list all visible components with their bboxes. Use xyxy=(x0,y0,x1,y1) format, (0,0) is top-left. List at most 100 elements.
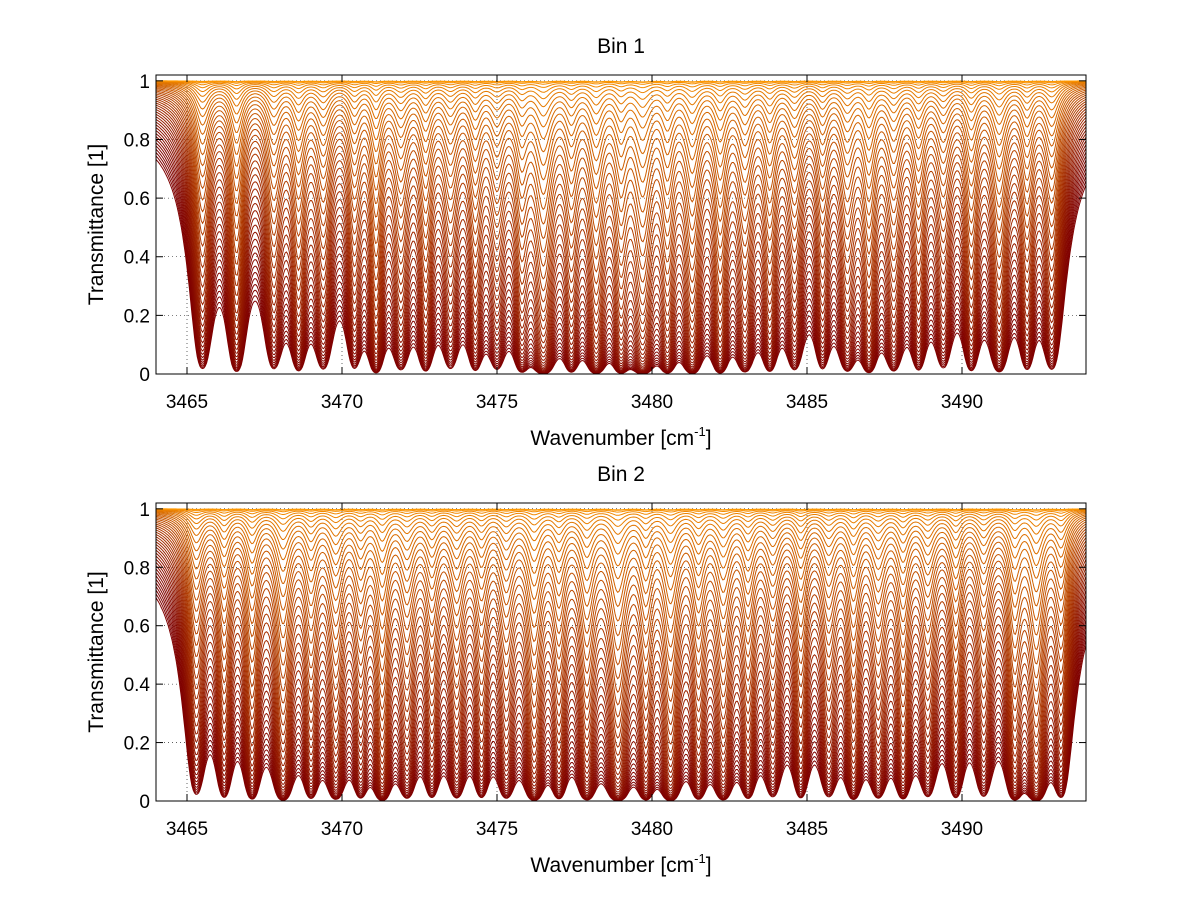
spectrum-line xyxy=(156,82,1087,118)
spectrum-line xyxy=(156,80,1086,83)
spectrum-line xyxy=(156,82,1087,129)
x-tick-label: 3490 xyxy=(941,392,983,413)
y-tick-label: 1 xyxy=(139,72,150,93)
spectrum-line xyxy=(155,579,1087,800)
x-axis-label-end: ] xyxy=(706,427,712,450)
spectrum-line xyxy=(155,95,1087,283)
y-tick-label: 0.4 xyxy=(124,675,151,696)
spectrum-line xyxy=(155,525,1087,706)
spectrum-line xyxy=(155,544,1087,776)
y-tick-label: 0.6 xyxy=(124,617,150,638)
spectrum-line xyxy=(155,118,1087,363)
spectrum-line xyxy=(155,136,1087,372)
y-tick-label: 0.6 xyxy=(124,189,150,210)
spectrum-line xyxy=(155,552,1087,788)
x-tick-label: 3465 xyxy=(166,392,208,413)
spectrum-line xyxy=(155,517,1087,637)
spectrum-line xyxy=(155,513,1087,593)
y-tick-label: 0.2 xyxy=(124,734,150,755)
spectrum-line xyxy=(155,109,1087,346)
x-axis-label-superscript: -1 xyxy=(694,424,706,439)
y-tick-label: 0.8 xyxy=(124,130,150,151)
x-tick-label: 3470 xyxy=(321,392,363,413)
y-axis-label: Transmittance [1] xyxy=(85,571,108,732)
spectrum-line xyxy=(155,511,1087,555)
subplot-bin-2: Bin 2 3465 3470 3475 3480 3485 3490 0 0.2 0.4 0.6… xyxy=(85,463,1087,877)
spectrum-line xyxy=(155,96,1087,295)
spectrum-line xyxy=(156,508,1086,516)
spectrum-line xyxy=(155,510,1087,545)
spectrum-line xyxy=(155,142,1087,374)
ticks: 3465 3470 3475 3480 3485 3490 0 0.2 0.4 0.6 0.8 1 xyxy=(124,500,1086,840)
spectrum-line xyxy=(155,512,1087,580)
x-tick-label: 3485 xyxy=(786,392,828,413)
spectrum-line xyxy=(155,145,1087,374)
spectrum-line xyxy=(155,116,1087,359)
x-tick-label: 3475 xyxy=(476,392,518,413)
spectrum-line xyxy=(155,102,1087,325)
spectrum-line xyxy=(155,536,1087,757)
subplot-title: Bin 2 xyxy=(597,463,645,486)
spectrum-line xyxy=(155,127,1087,369)
spectrum-line xyxy=(155,509,1087,527)
spectrum-line xyxy=(155,84,1087,169)
spectrum-line xyxy=(156,80,1086,89)
spectrum-line xyxy=(155,93,1087,271)
x-tick-label: 3475 xyxy=(476,819,518,840)
spectrum-line xyxy=(155,90,1087,243)
series-group xyxy=(155,80,1087,375)
spectrum-line xyxy=(155,100,1087,316)
spectrum-line xyxy=(155,558,1087,793)
spectrum-line xyxy=(155,89,1087,228)
spectrum-line xyxy=(156,81,1086,100)
spectrum-line xyxy=(155,85,1087,183)
spectrum-line xyxy=(155,541,1087,770)
spectrum-line xyxy=(155,83,1087,141)
x-axis-label-main: Wavenumber [cm xyxy=(530,427,694,450)
spectrum-line xyxy=(155,111,1087,351)
plot-frame xyxy=(155,502,1087,802)
spectrum-line xyxy=(155,562,1087,795)
spectrum-line xyxy=(155,104,1087,333)
x-tick-label: 3480 xyxy=(631,819,673,840)
x-axis-label: Wavenumber [cm-1] xyxy=(530,851,711,877)
y-tick-label: 0.2 xyxy=(124,306,150,327)
spectrum-line xyxy=(155,86,1087,198)
spectrum-line xyxy=(155,527,1087,718)
spectrum-line xyxy=(155,520,1087,666)
spectrum-line xyxy=(155,133,1087,372)
x-axis-label-superscript: -1 xyxy=(694,851,706,866)
y-tick-label: 0 xyxy=(139,792,150,813)
y-tick-label: 0.8 xyxy=(124,558,150,579)
y-tick-label: 0 xyxy=(139,365,150,386)
spectrum-line xyxy=(155,106,1087,340)
spectrum-line xyxy=(155,529,1087,729)
spectrum-line xyxy=(155,538,1087,764)
spectrum-line xyxy=(155,511,1087,567)
spectrum-line xyxy=(155,139,1087,373)
spectrum-line xyxy=(155,533,1087,748)
spectrum-line xyxy=(155,130,1087,370)
spectrum-line xyxy=(156,508,1086,511)
x-tick-label: 3485 xyxy=(786,819,828,840)
x-tick-label: 3490 xyxy=(941,819,983,840)
spectrum-line xyxy=(155,565,1087,797)
spectrum-line xyxy=(155,521,1087,680)
spectrum-line xyxy=(155,98,1087,306)
y-axis-label: Transmittance [1] xyxy=(85,144,108,305)
spectrum-line xyxy=(156,509,1087,521)
spectrum-line xyxy=(155,575,1087,800)
spectrum-line xyxy=(155,113,1087,356)
spectrum-line xyxy=(155,523,1087,693)
y-tick-label: 1 xyxy=(139,500,150,521)
spectrum-line xyxy=(156,81,1087,108)
x-axis-label-end: ] xyxy=(706,854,712,877)
spectrum-line xyxy=(155,546,1087,781)
subplot-title: Bin 1 xyxy=(597,35,645,58)
ticks: 3465 3470 3475 3480 3485 3490 0 0.2 0.4 0.6 0.8 1 xyxy=(124,72,1086,413)
plot-frame xyxy=(155,74,1087,375)
spectrum-line xyxy=(155,515,1087,622)
series-group xyxy=(155,508,1087,802)
spectrum-line xyxy=(155,555,1087,791)
